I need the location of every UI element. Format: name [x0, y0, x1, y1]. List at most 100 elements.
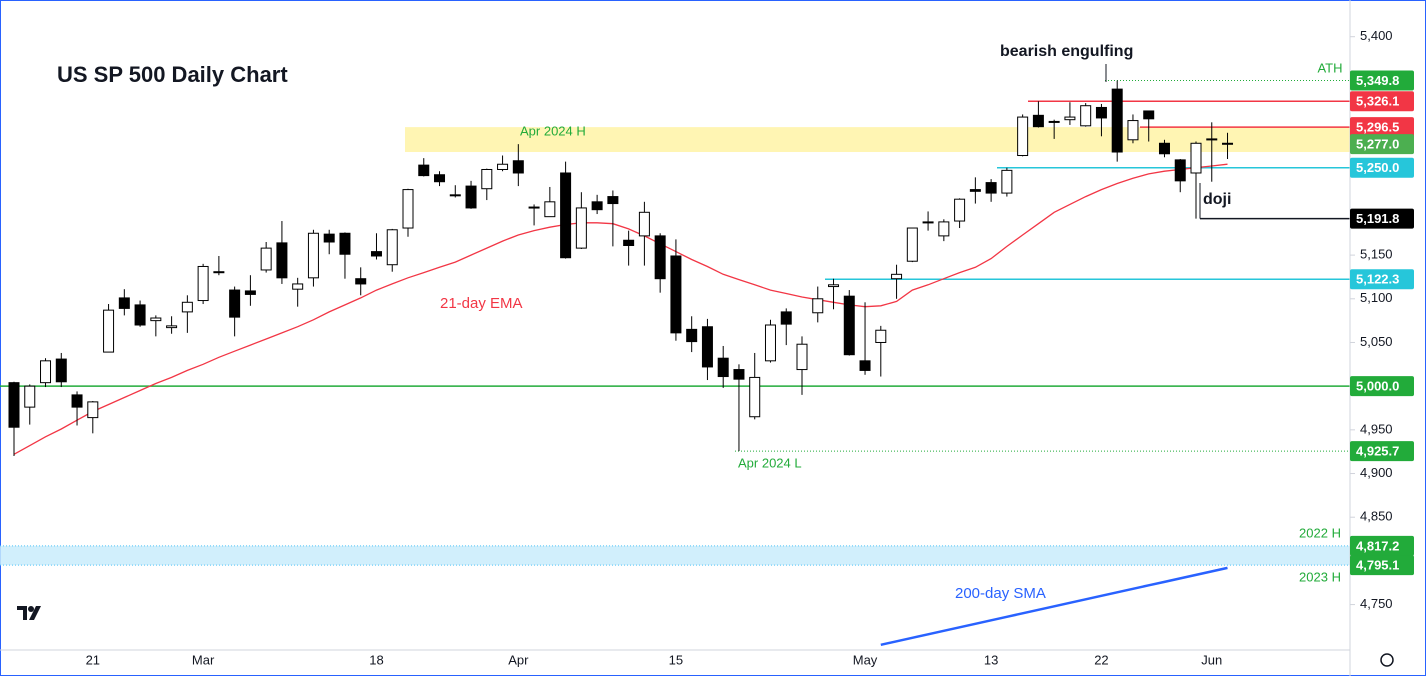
annotation: Apr 2024 H: [520, 123, 586, 138]
candle-body: [686, 328, 698, 343]
level-label: 5,122.3: [1356, 272, 1399, 287]
candle-body: [71, 394, 83, 408]
candle-body: [670, 255, 682, 334]
level-label: 5,191.8: [1356, 211, 1399, 226]
x-tick-label: May: [853, 652, 878, 667]
candle-body: [1032, 114, 1044, 128]
x-tick-label: 15: [669, 652, 683, 667]
candle-body: [497, 163, 509, 170]
candle-body: [1080, 105, 1092, 127]
candle-body: [134, 304, 146, 326]
level-box: [1350, 555, 1414, 576]
level-box: [1350, 134, 1414, 155]
candle-body: [323, 233, 335, 243]
candle-body: [87, 401, 99, 419]
candle-body: [891, 273, 903, 280]
candle-body: [55, 358, 67, 383]
x-tick-label: Jun: [1201, 652, 1222, 667]
x-tick-label: 13: [984, 652, 998, 667]
candle-body: [1048, 120, 1060, 123]
annotation: 2022 H: [1299, 525, 1341, 540]
level-box: [1350, 535, 1414, 556]
candle-body: [607, 196, 619, 205]
level-box: [1350, 91, 1414, 112]
level-box: [1350, 208, 1414, 229]
candle-body: [1017, 116, 1029, 157]
level-label: 4,817.2: [1356, 538, 1399, 553]
level-label: 4,925.7: [1356, 444, 1399, 459]
x-tick-label: 22: [1094, 652, 1108, 667]
annotation: bearish engulfing: [1000, 43, 1133, 60]
settings-icon[interactable]: [1380, 653, 1394, 667]
chart-title: US SP 500 Daily Chart: [57, 62, 288, 87]
candle-body: [1158, 142, 1170, 155]
indicator-line: [13, 163, 1228, 455]
x-tick-label: 18: [369, 652, 383, 667]
candle-body: [969, 189, 981, 192]
candle-body: [733, 369, 745, 380]
level-label: 5,349.8: [1356, 73, 1399, 88]
level-label: 5,000.0: [1356, 379, 1399, 394]
candle-body: [1190, 142, 1202, 174]
candle-body: [954, 198, 966, 222]
logo: [17, 606, 41, 620]
candle-body: [166, 325, 178, 329]
level-label: 5,277.0: [1356, 137, 1399, 152]
candle-body: [780, 311, 792, 325]
candle-body: [575, 207, 587, 249]
candle-body: [181, 301, 193, 313]
candle-body: [749, 376, 761, 418]
candle-body: [1174, 159, 1186, 182]
candle-body: [418, 164, 430, 177]
candle-body: [260, 247, 272, 271]
level-box: [1350, 441, 1414, 462]
candle-body: [1222, 142, 1234, 145]
candle-body: [103, 309, 115, 353]
candle-body: [717, 357, 729, 378]
indicator-label: 200-day SMA: [955, 585, 1046, 602]
candle-body: [481, 168, 493, 190]
annotation: doji: [1203, 191, 1231, 208]
candle-body: [40, 360, 52, 384]
candle-body: [213, 271, 225, 274]
level-label: 4,795.1: [1356, 558, 1399, 573]
candle-body: [528, 206, 540, 209]
candle-body: [1143, 110, 1155, 120]
y-tick-label: 4,750: [1360, 596, 1393, 611]
candle-body: [922, 221, 934, 224]
level-label: 5,250.0: [1356, 160, 1399, 175]
candle-body: [1111, 88, 1123, 153]
candle-body: [623, 239, 635, 246]
candle-body: [796, 343, 808, 371]
indicator-label: 21-day EMA: [440, 295, 523, 312]
candle-body: [1095, 106, 1107, 119]
candle-body: [654, 235, 666, 280]
candle-body: [1127, 120, 1139, 141]
annotation: Apr 2024 L: [738, 455, 802, 470]
candle-body: [1064, 116, 1076, 121]
candle-body: [938, 221, 950, 237]
level-box: [1350, 117, 1414, 138]
candle-body: [307, 232, 319, 279]
y-tick-label: 4,850: [1360, 509, 1393, 524]
candle-body: [560, 172, 572, 259]
y-tick-label: 4,950: [1360, 421, 1393, 436]
indicator-line: [880, 566, 1228, 647]
candle-body: [197, 265, 209, 302]
candle-body: [229, 289, 241, 318]
level-box: [1350, 376, 1414, 397]
candle-body: [150, 317, 162, 322]
candle-body: [370, 251, 382, 257]
candle-body: [985, 182, 997, 194]
annotation: ATH: [1317, 60, 1342, 75]
y-tick-label: 5,400: [1360, 28, 1393, 43]
candle-body: [449, 194, 461, 197]
candle-body: [292, 283, 304, 290]
y-tick-label: 5,050: [1360, 334, 1393, 349]
annotation: 2023 H: [1299, 569, 1341, 584]
candle-body: [434, 174, 446, 183]
candle-body: [875, 329, 887, 343]
candle-body: [339, 232, 351, 255]
candle-body: [1206, 138, 1218, 141]
